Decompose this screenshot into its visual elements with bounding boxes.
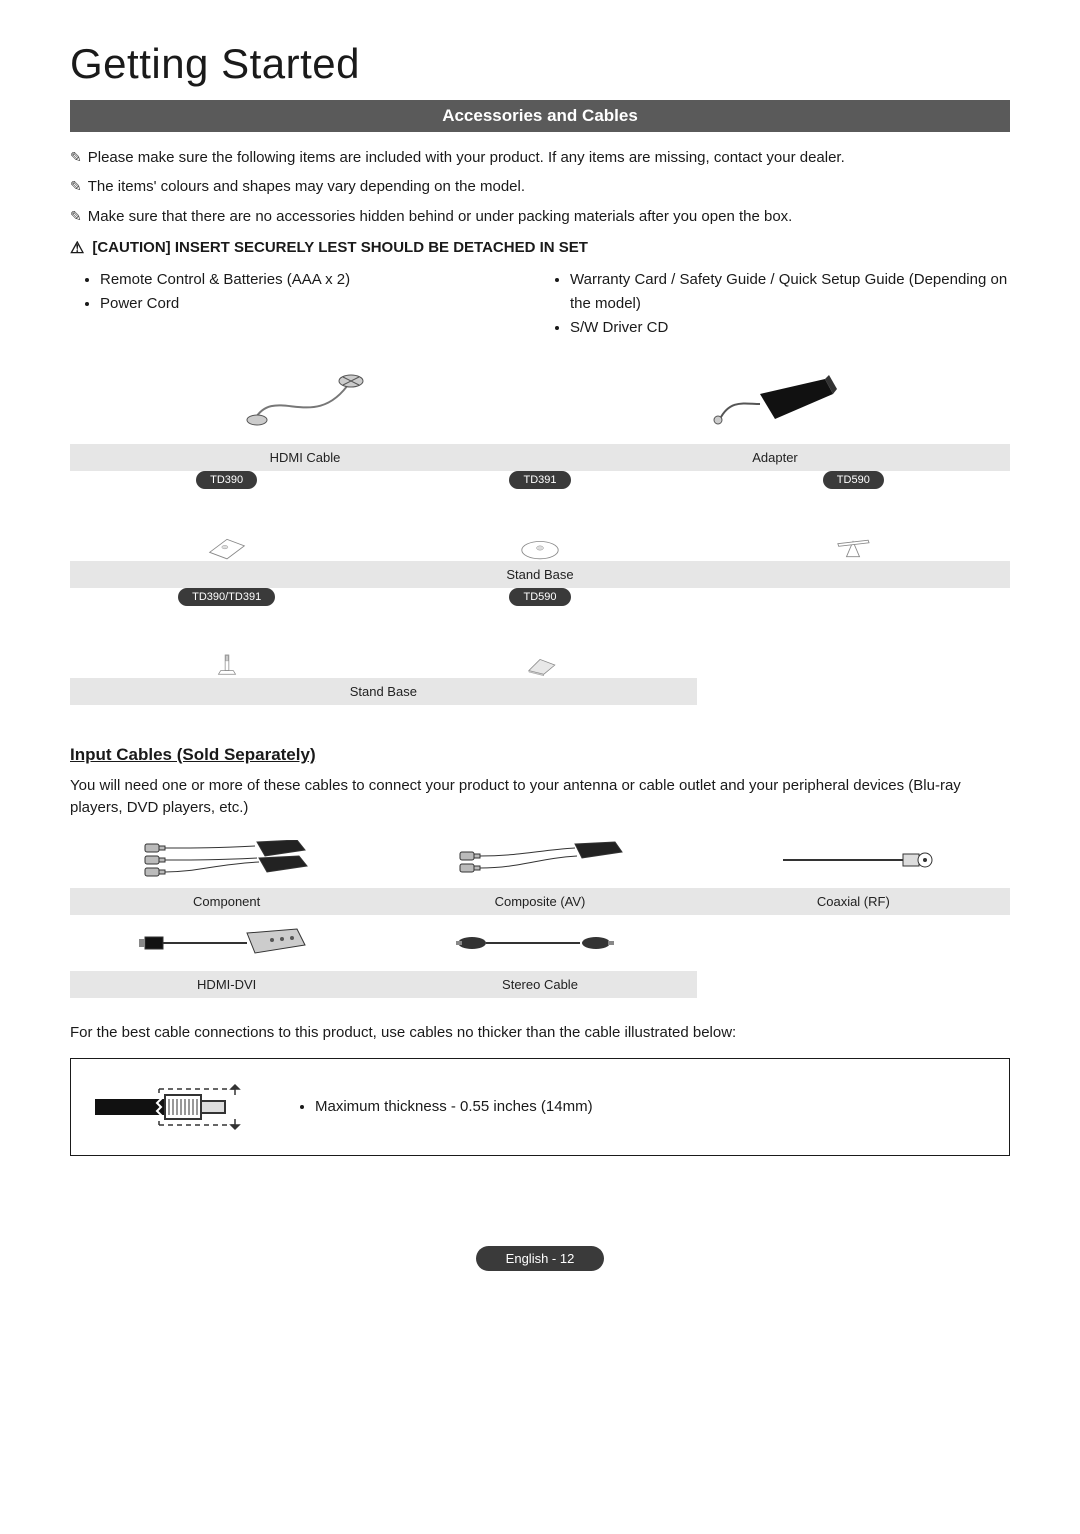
composite-cable-icon xyxy=(450,840,630,880)
page-title: Getting Started xyxy=(70,40,1010,88)
thickness-bullet: Maximum thickness - 0.55 inches (14mm) xyxy=(315,1095,593,1119)
list-item: S/W Driver CD xyxy=(570,316,1010,340)
note-text: The items' colours and shapes may vary d… xyxy=(88,175,525,198)
cable-label: HDMI-DVI xyxy=(70,971,383,998)
stand-neck-icon xyxy=(172,652,282,678)
note-icon: ✎ xyxy=(70,205,82,228)
adapter-icon xyxy=(705,364,845,434)
caution-icon: ⚠ xyxy=(70,238,84,258)
accessory-row: TD390 TD391 TD590 xyxy=(70,471,1010,561)
cable-label: Stereo Cable xyxy=(383,971,696,998)
page-footer: English - 12 xyxy=(70,1246,1010,1271)
thickness-intro: For the best cable connections to this p… xyxy=(70,1022,1010,1044)
hdmi-dvi-cable-icon xyxy=(137,923,317,963)
cable-grid: Component Composite (AV) xyxy=(70,832,1010,998)
cable-label: Composite (AV) xyxy=(383,888,696,915)
caution-row: ⚠ [CAUTION] INSERT SECURELY LEST SHOULD … xyxy=(70,238,1010,258)
stereo-cable-icon xyxy=(450,923,630,963)
model-pill: TD590 xyxy=(823,471,884,489)
list-item: Warranty Card / Safety Guide / Quick Set… xyxy=(570,268,1010,316)
notes-list: ✎ Please make sure the following items a… xyxy=(70,146,1010,228)
accessory-label: Stand Base xyxy=(70,561,1010,588)
note-text: Make sure that there are no accessories … xyxy=(88,205,793,228)
caution-text: [CAUTION] INSERT SECURELY LEST SHOULD BE… xyxy=(92,239,588,256)
accessory-label: Stand Base xyxy=(70,678,697,705)
accessory-label: Adapter xyxy=(540,444,1010,471)
cable-label: Coaxial (RF) xyxy=(697,888,1010,915)
model-pill: TD390 xyxy=(196,471,257,489)
stand-base-icon xyxy=(798,535,908,561)
list-item: Remote Control & Batteries (AAA x 2) xyxy=(100,268,540,292)
hdmi-cable-icon xyxy=(245,364,365,434)
model-pill: TD590 xyxy=(509,588,570,606)
list-item: Power Cord xyxy=(100,292,540,316)
model-pill: TD390/TD391 xyxy=(178,588,275,606)
note-icon: ✎ xyxy=(70,146,82,169)
model-pill: TD391 xyxy=(509,471,570,489)
section-bar-accessories: Accessories and Cables xyxy=(70,100,1010,132)
input-cables-heading: Input Cables (Sold Separately) xyxy=(70,745,1010,765)
stand-base-icon xyxy=(172,535,282,561)
footer-page-number: English - 12 xyxy=(476,1246,605,1271)
cable-label: Component xyxy=(70,888,383,915)
stand-base-icon xyxy=(485,535,595,561)
accessory-row: TD390/TD391 TD590 xyxy=(70,588,1010,678)
accessory-label-row: Stand Base xyxy=(70,678,1010,705)
stand-base-icon xyxy=(485,652,595,678)
note-icon: ✎ xyxy=(70,175,82,198)
cable-thickness-icon xyxy=(95,1077,255,1137)
note-text: Please make sure the following items are… xyxy=(88,146,845,169)
accessory-label: HDMI Cable xyxy=(70,444,540,471)
thickness-box: Maximum thickness - 0.55 inches (14mm) xyxy=(70,1058,1010,1156)
input-cables-intro: You will need one or more of these cable… xyxy=(70,775,1010,819)
component-cable-icon xyxy=(137,840,317,880)
included-items: Remote Control & Batteries (AAA x 2) Pow… xyxy=(70,268,1010,340)
coaxial-cable-icon xyxy=(763,840,943,880)
accessory-row: HDMI Cable Adapter xyxy=(70,354,1010,471)
